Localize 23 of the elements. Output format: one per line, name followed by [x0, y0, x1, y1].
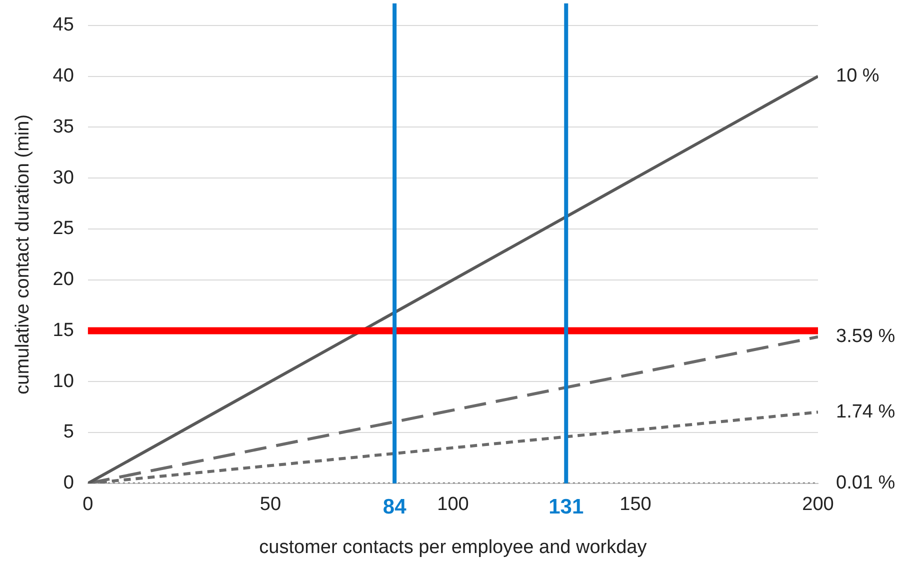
x-tick-label: 200 [802, 494, 834, 516]
y-tick-label: 45 [52, 14, 74, 36]
y-tick-label: 10 [52, 370, 74, 392]
series-label: 3.59 % [836, 326, 896, 348]
y-tick-label: 5 [63, 422, 74, 443]
y-tick-label: 20 [52, 269, 74, 290]
y-tick-label: 15 [52, 320, 74, 341]
x-axis-title: customer contacts per employee and workday [259, 536, 648, 558]
y-tick-label: 40 [52, 66, 74, 87]
ref-line-label: 131 [548, 496, 584, 519]
y-tick-label: 25 [52, 218, 74, 240]
x-tick-label: 150 [620, 494, 652, 516]
ref-line-label: 84 [382, 496, 407, 519]
x-tick-label: 50 [260, 494, 282, 516]
series-label: 0.01 % [836, 472, 896, 494]
y-tick-label: 0 [63, 472, 74, 494]
y-axis-title: cumulative contact duration (min) [12, 114, 34, 394]
series-label: 1.74 % [836, 401, 896, 422]
x-tick-label: 100 [437, 494, 469, 516]
x-tick-label: 0 [82, 494, 94, 516]
y-tick-label: 30 [52, 167, 74, 188]
series-label: 10 % [836, 66, 880, 87]
y-tick-label: 35 [52, 116, 74, 138]
